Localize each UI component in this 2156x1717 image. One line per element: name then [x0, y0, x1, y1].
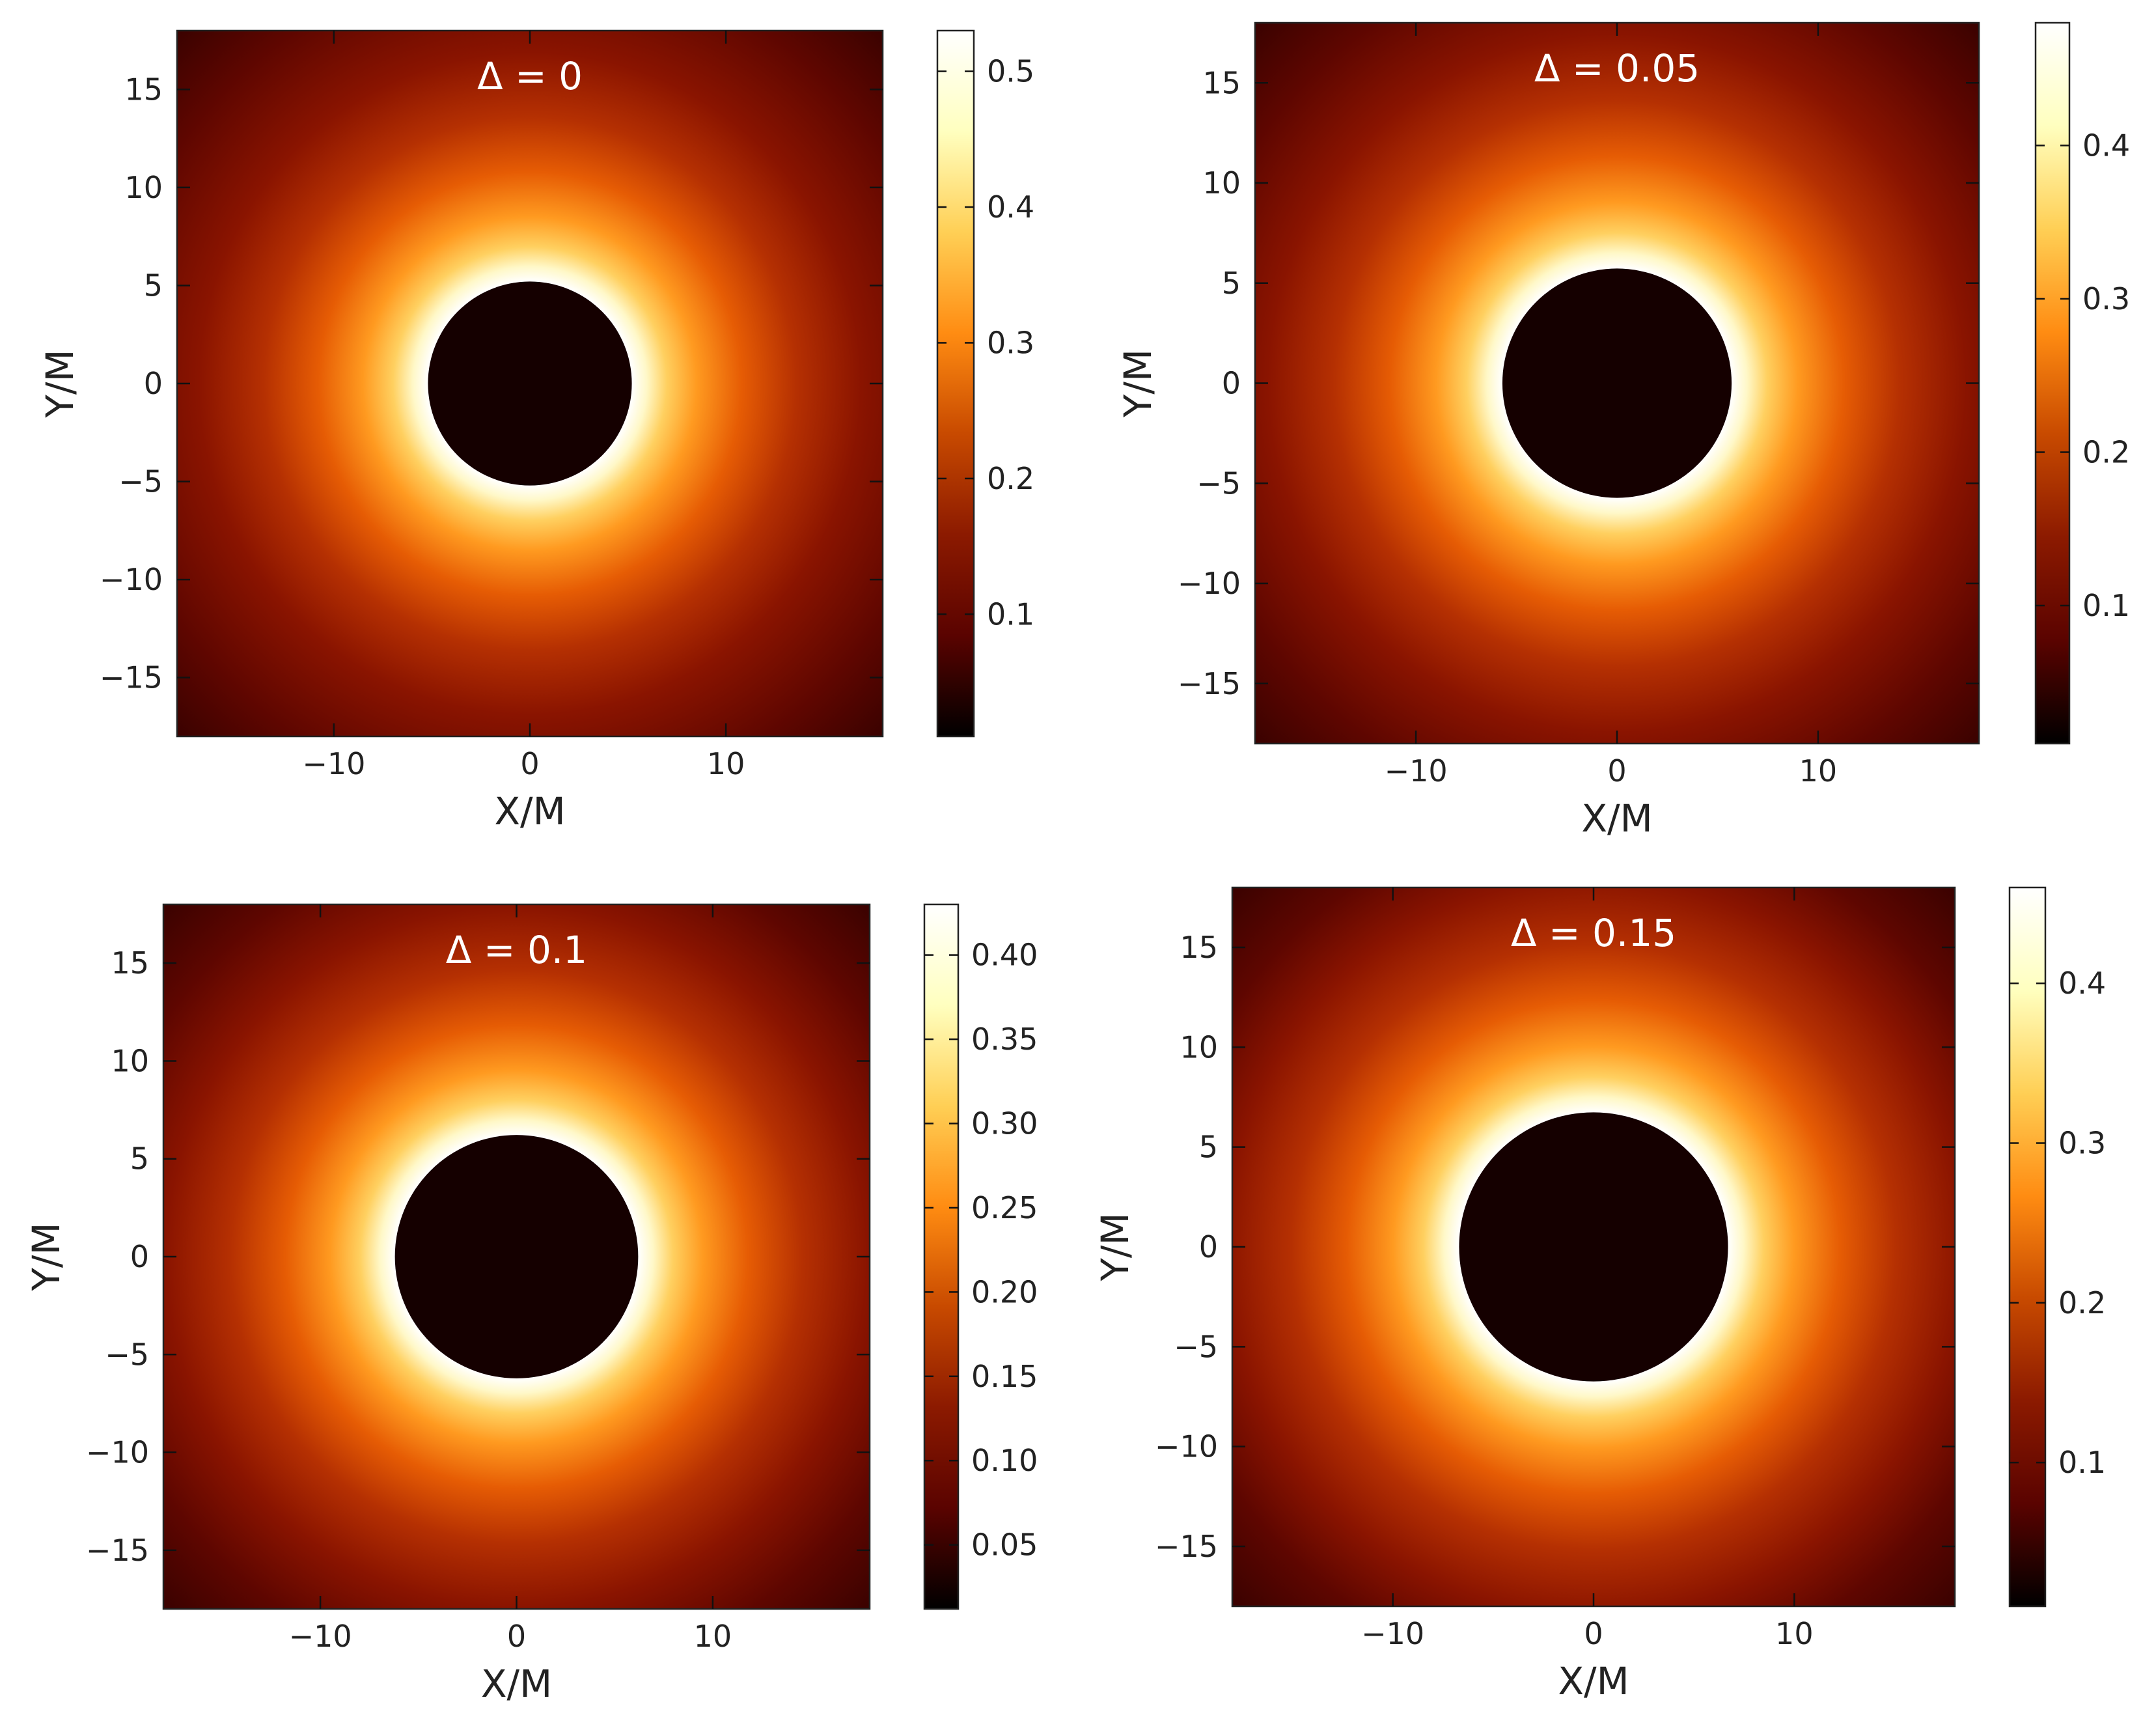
- colorbar-tick-label: 0.1: [2082, 588, 2130, 623]
- colorbar-tick-label: 0.2: [2082, 434, 2130, 469]
- panel-1: Δ = 0.05 −10 0 10 −15 −10 −5 0 5 10 15 X/M Y/M 0.1 0.2…: [1116, 21, 2130, 841]
- y-tick-label: −5: [118, 464, 163, 499]
- x-tick-label: 10: [1775, 1616, 1814, 1651]
- panel-0: Δ = 0 −10 0 10 −15 −10 −5 0 5 10 15 X/M Y/M 0.1 0.2 0.3…: [38, 29, 1034, 833]
- colorbar-tick-label: 0.3: [2058, 1126, 2106, 1161]
- x-axis-label: X/M: [494, 789, 565, 833]
- y-tick-label: 10: [111, 1043, 149, 1078]
- x-tick-label: 0: [507, 1619, 526, 1654]
- y-tick-label: 5: [1199, 1130, 1218, 1165]
- y-tick-label: 15: [111, 945, 149, 981]
- colorbar-tick-label: 0.10: [971, 1443, 1038, 1478]
- y-tick-label: 5: [1222, 266, 1241, 301]
- colorbar-tick-label: 0.40: [971, 938, 1038, 973]
- shadow-disk: [1502, 268, 1732, 498]
- colorbar: [2034, 21, 2071, 745]
- x-tick-label: 10: [694, 1619, 732, 1654]
- y-tick-label: 0: [1222, 366, 1241, 401]
- y-axis-label: Y/M: [1093, 1212, 1137, 1281]
- y-tick-label: −15: [1178, 666, 1241, 701]
- panel-title: Δ = 0.15: [1511, 911, 1676, 955]
- colorbar-tick-label: 0.1: [2058, 1445, 2106, 1480]
- panel-title: Δ = 0.1: [446, 928, 587, 972]
- x-tick-label: 0: [1607, 753, 1626, 789]
- colorbar-tick-label: 0.30: [971, 1106, 1038, 1141]
- y-tick-label: 10: [124, 170, 163, 205]
- x-tick-label: −10: [289, 1619, 352, 1654]
- y-tick-label: 15: [1202, 65, 1241, 100]
- y-tick-label: 0: [130, 1239, 149, 1274]
- x-axis-label: X/M: [1581, 796, 1652, 841]
- y-tick-label: −15: [1155, 1529, 1218, 1564]
- panel-title: Δ = 0: [477, 54, 583, 98]
- y-tick-label: −5: [105, 1337, 149, 1372]
- panel-title: Δ = 0.05: [1534, 46, 1700, 91]
- colorbar-tick-label: 0.5: [987, 54, 1034, 89]
- y-axis-label: Y/M: [1116, 349, 1160, 418]
- y-tick-label: −15: [100, 660, 163, 695]
- colorbar-tick-label: 0.05: [971, 1528, 1038, 1563]
- colorbar: [2008, 886, 2047, 1608]
- panel-3: Δ = 0.15 −10 0 10 −15 −10 −5 0 5 10 15 X/M Y/M 0.1 0.2…: [1093, 886, 2106, 1703]
- colorbar-tick-label: 0.4: [987, 189, 1034, 225]
- shadow-disk: [428, 281, 632, 486]
- y-tick-label: 0: [144, 366, 163, 401]
- x-axis-label: X/M: [481, 1662, 552, 1706]
- colorbar-tick-label: 0.20: [971, 1274, 1038, 1309]
- heatmap-image: [1255, 23, 1979, 744]
- y-tick-label: −5: [1196, 466, 1241, 501]
- colorbar-tick-label: 0.3: [987, 325, 1034, 360]
- x-tick-label: 10: [707, 746, 745, 781]
- colorbar: [936, 29, 975, 738]
- colorbar-tick-label: 0.1: [987, 596, 1034, 632]
- y-tick-label: −5: [1174, 1329, 1218, 1364]
- colorbar-tick-label: 0.25: [971, 1190, 1038, 1225]
- colorbar: [923, 903, 960, 1610]
- x-tick-label: 0: [520, 746, 539, 781]
- heatmap-image: [177, 31, 883, 736]
- colorbar-tick-label: 0.2: [987, 461, 1034, 496]
- y-tick-label: 15: [124, 72, 163, 107]
- y-tick-label: 5: [144, 268, 163, 303]
- colorbar-tick-label: 0.4: [2058, 966, 2106, 1001]
- y-tick-label: 10: [1202, 165, 1241, 201]
- x-tick-label: −10: [302, 746, 365, 781]
- panel-2: Δ = 0.1 −10 0 10 −15 −10 −5 0 5 10 15 X/M Y/M 0.05 0.1…: [24, 903, 1038, 1706]
- colorbar-tick-label: 0.15: [971, 1359, 1038, 1394]
- x-axis-label: X/M: [1558, 1659, 1629, 1703]
- y-tick-label: −10: [86, 1435, 149, 1470]
- y-tick-label: 10: [1180, 1029, 1218, 1065]
- shadow-disk: [1459, 1112, 1728, 1382]
- colorbar-tick-label: 0.35: [971, 1022, 1038, 1057]
- heatmap-image: [1232, 887, 1955, 1606]
- y-tick-label: −10: [1178, 566, 1241, 601]
- y-tick-label: −10: [1155, 1429, 1218, 1464]
- colorbar-tick-label: 0.3: [2082, 281, 2130, 316]
- y-tick-label: 15: [1180, 930, 1218, 965]
- x-tick-label: −10: [1385, 753, 1448, 789]
- x-tick-label: 10: [1799, 753, 1838, 789]
- x-tick-label: −10: [1361, 1616, 1424, 1651]
- y-axis-label: Y/M: [24, 1222, 68, 1291]
- colorbar-tick-label: 0.4: [2082, 128, 2130, 163]
- y-tick-label: 0: [1199, 1229, 1218, 1264]
- y-tick-label: −10: [100, 562, 163, 597]
- shadow-disk: [394, 1135, 639, 1378]
- x-tick-label: 0: [1584, 1616, 1603, 1651]
- colorbar-tick-label: 0.2: [2058, 1285, 2106, 1320]
- y-tick-label: −15: [86, 1533, 149, 1568]
- y-tick-label: 5: [130, 1141, 149, 1177]
- heatmap-image: [163, 904, 870, 1609]
- y-axis-label: Y/M: [38, 349, 82, 418]
